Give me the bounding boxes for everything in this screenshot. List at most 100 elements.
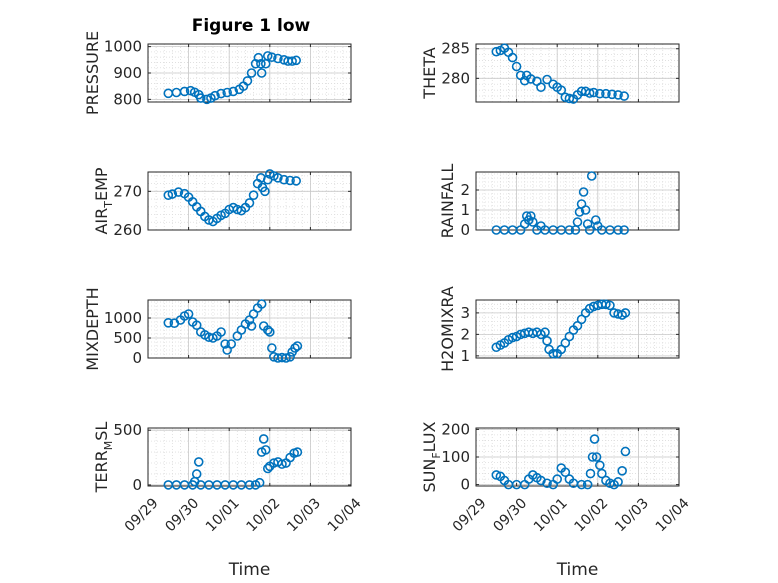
data-point xyxy=(528,217,538,227)
data-point xyxy=(277,459,287,469)
y-tick-label: 280 xyxy=(441,69,470,87)
axes-box xyxy=(475,299,680,359)
y-label-main: RAINFALL xyxy=(438,164,457,239)
data-point xyxy=(564,225,575,235)
data-point xyxy=(220,339,230,349)
y-axis-label: TERRMSL xyxy=(92,422,115,494)
y-tick-label: 0 xyxy=(460,476,470,494)
data-point xyxy=(560,467,571,477)
y-label-main: H2OMIXRA xyxy=(438,286,457,372)
data-point xyxy=(526,74,536,84)
data-point xyxy=(578,187,589,197)
y-label-subscript: M xyxy=(102,441,115,451)
data-point xyxy=(586,171,597,181)
y-axis-label: PRESSURE xyxy=(83,31,102,115)
y-tick-label: 2 xyxy=(460,181,470,199)
y-tick-label: 270 xyxy=(113,182,142,200)
data-point xyxy=(246,68,257,78)
data-point xyxy=(582,479,593,490)
data-point xyxy=(620,308,631,318)
data-point xyxy=(191,320,202,331)
y-axis-label: H2OMIXRA xyxy=(438,286,457,372)
plot-area xyxy=(148,172,351,230)
data-point xyxy=(173,187,184,197)
data-point xyxy=(256,58,266,69)
data-point xyxy=(595,88,605,99)
axes-box xyxy=(475,171,680,231)
y-label-main: THETA xyxy=(420,47,439,99)
data-point xyxy=(287,56,297,66)
data-point xyxy=(526,211,536,221)
data-point xyxy=(179,86,190,97)
plot-area xyxy=(476,172,679,230)
data-point xyxy=(582,219,593,229)
data-point xyxy=(597,468,607,479)
data-point xyxy=(273,53,283,64)
data-point xyxy=(285,175,295,186)
data-point xyxy=(267,343,277,353)
data-point xyxy=(253,52,264,63)
data-point xyxy=(290,343,300,353)
x-axis-label: Time xyxy=(556,560,599,580)
y-tick-label: 500 xyxy=(113,421,142,439)
data-point xyxy=(601,299,611,310)
y-tick-label: 0 xyxy=(460,221,470,239)
data-point xyxy=(210,90,220,101)
data-point xyxy=(191,469,202,479)
data-point xyxy=(256,68,267,78)
data-point xyxy=(585,468,596,479)
data-point xyxy=(542,336,552,346)
data-point xyxy=(613,90,623,100)
data-point xyxy=(588,87,599,98)
data-point xyxy=(163,317,174,328)
data-point xyxy=(576,479,587,490)
data-point xyxy=(285,351,295,362)
y-label-main: TERR xyxy=(92,450,111,493)
y-axis-label: THETA xyxy=(420,47,439,99)
data-point xyxy=(195,93,206,103)
data-point xyxy=(244,480,255,490)
data-point xyxy=(540,327,550,338)
data-point xyxy=(548,348,558,359)
data-point xyxy=(222,87,232,98)
y-label-tail: EMP xyxy=(92,167,111,201)
y-tick-label: 285 xyxy=(441,40,470,58)
x-axis-label: Time xyxy=(228,560,271,580)
data-point xyxy=(613,225,623,235)
data-point xyxy=(584,88,595,98)
axes-box xyxy=(147,171,352,231)
data-point xyxy=(491,46,502,57)
y-axis-label: SUNFLUX xyxy=(420,421,443,492)
subplot-sun_flux: 09/29 09/30 10/01 10/02 10/03 10/040100200SUN… xyxy=(420,420,693,580)
y-tick-label: 2 xyxy=(460,325,470,343)
data-point xyxy=(228,86,239,97)
data-point xyxy=(260,186,270,197)
data-point xyxy=(193,457,204,467)
data-point xyxy=(216,88,226,99)
data-point xyxy=(167,189,178,199)
y-label-main: MIXDEPTH xyxy=(83,287,102,370)
data-point xyxy=(279,174,289,185)
y-tick-label: 1 xyxy=(460,201,470,219)
data-point xyxy=(244,198,255,208)
data-point xyxy=(542,74,552,85)
y-tick-label: 500 xyxy=(113,329,142,347)
data-point xyxy=(256,299,267,309)
y-tick-label: 1000 xyxy=(104,309,142,327)
data-point xyxy=(254,477,265,488)
data-point xyxy=(564,93,575,104)
y-tick-label: 260 xyxy=(113,221,142,239)
data-point xyxy=(507,52,518,63)
data-point xyxy=(619,225,629,235)
data-point xyxy=(216,327,226,337)
data-point xyxy=(511,61,522,72)
y-tick-label: 0 xyxy=(132,476,142,494)
data-point xyxy=(591,452,602,462)
data-point xyxy=(584,225,595,235)
data-point xyxy=(536,82,546,93)
